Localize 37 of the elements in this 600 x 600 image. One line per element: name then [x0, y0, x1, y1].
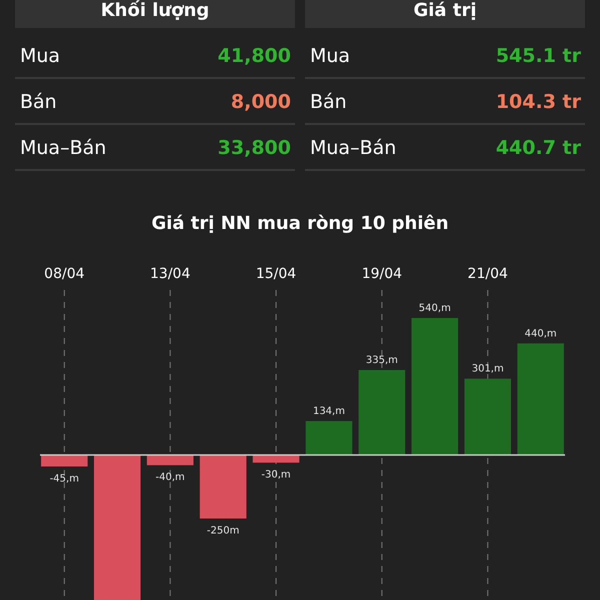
x-tick-label: 15/04 [256, 266, 296, 282]
text: Khối lượng [100, 0, 210, 21]
data-label: 545.1 tr [496, 45, 582, 67]
category-label: Mua [20, 45, 60, 67]
data-label: 104.3 tr [496, 91, 582, 113]
data-label: -30,m [261, 470, 291, 481]
data-label: 33,800 [218, 137, 291, 159]
bar [517, 343, 564, 456]
category-label: Bán [20, 91, 57, 113]
text: Giá trị [413, 0, 477, 21]
x-tick-label: 08/04 [44, 266, 85, 282]
category-label: Mua [310, 45, 350, 67]
data-label: 335,m [366, 355, 398, 366]
data-label: 8,000 [230, 91, 291, 113]
bar [306, 421, 352, 456]
category-label: Mua–Bán [20, 137, 106, 159]
bar [41, 455, 88, 466]
x-tick-label: 19/04 [362, 266, 402, 282]
category-label: Mua–Bán [310, 137, 396, 159]
data-label: 540,m [418, 303, 451, 314]
chart-title: Giá trị NN mua ròng 10 phiên [151, 213, 449, 234]
data-label: 134,m [312, 406, 345, 418]
bar [412, 318, 458, 456]
data-label: -45,m [50, 473, 79, 484]
x-tick-label: 21/04 [468, 266, 508, 282]
data-label: 440,m [524, 328, 557, 340]
data-label: 41,800 [218, 45, 291, 67]
data-label: -250m [206, 526, 240, 537]
bar [358, 370, 406, 456]
bar [94, 455, 141, 600]
data-label: -40,m [156, 472, 185, 484]
x-tick-label: 13/04 [150, 266, 190, 282]
data-label: 440.7 tr [496, 137, 582, 159]
category-label: Bán [310, 91, 347, 113]
bar [464, 378, 512, 456]
data-label: 301,m [472, 364, 504, 375]
bar [200, 455, 246, 519]
